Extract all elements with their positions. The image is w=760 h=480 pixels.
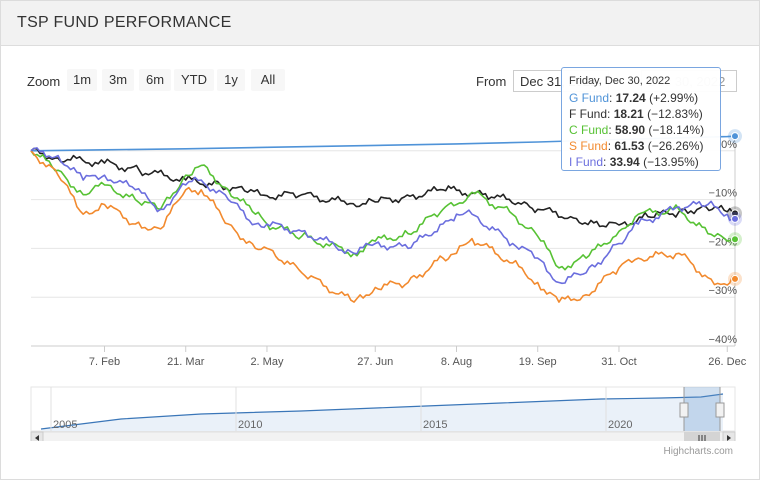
tooltip-row-f: F Fund: 18.21 (−12.83%) [569,107,703,121]
tooltip-value: 58.90 [615,123,646,137]
chart-tooltip: Friday, Dec 30, 2022 G Fund: 17.24 (+2.9… [561,67,721,171]
navigator-year-label: 2020 [608,419,632,431]
x-tick-label: 19. Sep [519,356,557,368]
hover-point [731,235,739,244]
tooltip-value: 17.24 [615,91,646,105]
scrollbar[interactable] [30,431,736,441]
navigator[interactable]: 2005 2010 2015 2020 [30,386,736,432]
tooltip-series-name: S Fund [569,139,608,153]
x-tick-label: 31. Oct [601,356,636,368]
zoom-label: Zoom [27,74,61,89]
navigator-year-label: 2015 [423,419,447,431]
navigator-series-line [40,393,724,430]
x-tick-label: 21. Mar [167,356,205,368]
navigator-year-label: 2010 [238,419,262,431]
x-tick-label: 2. May [250,356,284,368]
zoom-all-button[interactable]: All [251,69,285,91]
tooltip-row-i: I Fund: 33.94 (−13.95%) [569,155,699,169]
tooltip-change: (−18.14%) [648,123,705,137]
tooltip-change: (−12.83%) [647,107,703,121]
from-label: From [476,74,507,89]
tooltip-value: 33.94 [609,155,640,169]
x-tick-label: 7. Feb [89,356,120,368]
tooltip-series-name: F Fund [569,107,608,121]
tooltip-row-c: C Fund: 58.90 (−18.14%) [569,123,705,137]
tooltip-row-g: G Fund: 17.24 (+2.99%) [569,91,699,105]
series-line-f-fund [30,147,736,228]
tooltip-change: (+2.99%) [649,91,699,105]
x-tick-label: 27. Jun [357,356,393,368]
chart-plot[interactable]: 0% −10% −20% −30% −40% 7. Feb 21. Mar 2. May 27… [1,1,759,441]
navigator-right-handle[interactable] [715,402,725,418]
zoom-6m-button[interactable]: 6m [139,69,171,91]
tooltip-value: 18.21 [613,107,644,121]
y-tick-label: −20% [709,236,738,248]
panel-header: TSP FUND PERFORMANCE [1,1,759,46]
x-tick-label: 26. Dec [708,356,746,368]
zoom-1y-button[interactable]: 1y [217,69,245,91]
y-tick-label: −10% [709,188,738,200]
series-line-s-fund [30,150,736,303]
tooltip-value: 61.53 [614,139,645,153]
arrow-right-icon [727,435,731,441]
tooltip-series-name: I Fund [569,155,604,169]
tooltip-date: Friday, Dec 30, 2022 [569,75,671,87]
hover-point [731,214,739,223]
scrollbar-track[interactable] [30,431,736,441]
tooltip-change: (−26.26%) [647,139,704,153]
navigator-selection[interactable] [684,387,720,431]
navigator-left-handle[interactable] [679,402,689,418]
navigator-area [41,394,723,431]
page-title: TSP FUND PERFORMANCE [17,14,232,31]
navigator-year-label: 2005 [53,419,77,431]
tooltip-change: (−13.95%) [643,155,699,169]
y-tick-label: −30% [709,285,738,297]
y-tick-label: 0% [721,139,737,151]
x-tick-label: 8. Aug [441,356,472,368]
zoom-ytd-button[interactable]: YTD [174,69,214,91]
zoom-3m-button[interactable]: 3m [102,69,134,91]
arrow-left-icon [35,435,39,441]
credits-link[interactable]: Highcharts.com [663,446,733,457]
series-line-i-fund [30,147,736,285]
tooltip-row-s: S Fund: 61.53 (−26.26%) [569,139,704,153]
tooltip-series-name: C Fund [569,123,609,137]
hover-point [731,132,739,141]
hover-point [731,274,739,283]
tooltip-series-name: G Fund [569,91,610,105]
zoom-1m-button[interactable]: 1m [67,69,97,91]
y-tick-label: −40% [709,334,738,346]
